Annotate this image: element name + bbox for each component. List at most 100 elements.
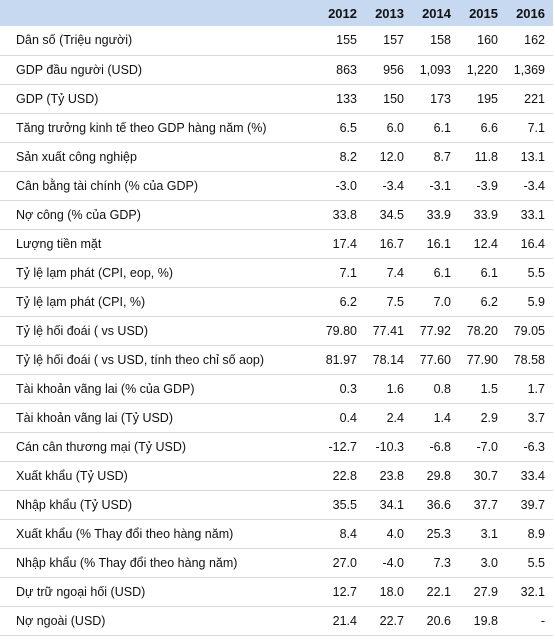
year-header: 2014	[422, 5, 451, 21]
table-row: Tỷ lệ lạm phát (CPI, eop, %) 7.1 7.4 6.1 6.1…	[0, 258, 553, 288]
row-label: GDP đầu người (USD)	[0, 55, 318, 85]
row-label: Tài khoản vãng lai (Tỷ USD)	[0, 403, 318, 433]
value-cell: 21.4	[318, 606, 365, 636]
value-cell: 22.7	[365, 606, 412, 636]
value-cell: 6.0	[365, 113, 412, 143]
value-cell: 157	[365, 26, 412, 56]
value-cell: 3.1	[459, 519, 506, 549]
value-cell: 863	[318, 55, 365, 85]
value-cell: 77.92	[412, 316, 459, 346]
value-cell: 13.1	[506, 142, 553, 172]
table-row: Sản xuất công nghiệp 8.2 12.0 8.7 11.8 13.1	[0, 142, 553, 172]
table-header: 2012 2013 2014 2015 2016	[0, 0, 553, 26]
value-cell: 12.0	[365, 142, 412, 172]
value-cell: 19.8	[459, 606, 506, 636]
value-cell: 77.41	[365, 316, 412, 346]
value-cell: -12.7	[318, 432, 365, 462]
row-label: Nợ ngoài (USD)	[0, 606, 318, 636]
value-cell: 36.6	[412, 490, 459, 520]
value-cell: 173	[412, 84, 459, 114]
value-cell: 16.4	[506, 229, 553, 259]
value-cell: 150	[365, 84, 412, 114]
value-cell: 12.4	[459, 229, 506, 259]
value-cell: 34.5	[365, 200, 412, 230]
value-cell: -6.8	[412, 432, 459, 462]
value-cell: 3.7	[506, 403, 553, 433]
header-blank-cell	[0, 0, 318, 26]
value-cell: 33.4	[506, 461, 553, 491]
value-cell: 33.1	[506, 200, 553, 230]
table-row: Nhập khẩu (% Thay đổi theo hàng năm) 27.0…	[0, 548, 553, 578]
table-body: Dân số (Triệu người) 155 157 158 160 162 GDP đ…	[0, 26, 553, 636]
value-cell: 6.2	[459, 287, 506, 317]
value-cell: 162	[506, 26, 553, 56]
value-cell: 81.97	[318, 345, 365, 375]
year-header: 2012	[328, 5, 357, 21]
value-cell: 18.0	[365, 577, 412, 607]
value-cell: -6.3	[506, 432, 553, 462]
value-cell: 8.4	[318, 519, 365, 549]
value-cell: 79.80	[318, 316, 365, 346]
value-cell: 16.7	[365, 229, 412, 259]
value-cell: 77.60	[412, 345, 459, 375]
value-cell: -7.0	[459, 432, 506, 462]
value-cell: 78.14	[365, 345, 412, 375]
value-cell: 78.20	[459, 316, 506, 346]
row-label: Tỷ lệ hối đoái ( vs USD)	[0, 316, 318, 346]
value-cell: 1.7	[506, 374, 553, 404]
value-cell: 4.0	[365, 519, 412, 549]
value-cell: 35.5	[318, 490, 365, 520]
value-cell: 6.1	[412, 113, 459, 143]
table-row: Lượng tiền mặt 17.4 16.7 16.1 12.4 16.4	[0, 229, 553, 259]
value-cell: 17.4	[318, 229, 365, 259]
value-cell: -3.9	[459, 171, 506, 201]
value-cell: 77.90	[459, 345, 506, 375]
row-label: Lượng tiền mặt	[0, 229, 318, 259]
value-cell: 155	[318, 26, 365, 56]
value-cell: 5.9	[506, 287, 553, 317]
value-cell: -	[506, 606, 553, 636]
value-cell: 195	[459, 84, 506, 114]
row-label: Tỷ lệ hối đoái ( vs USD, tính theo chỉ s…	[0, 345, 318, 375]
value-cell: 0.4	[318, 403, 365, 433]
row-label: Cán cân thương mại (Tỷ USD)	[0, 432, 318, 462]
value-cell: 6.5	[318, 113, 365, 143]
value-cell: 7.0	[412, 287, 459, 317]
value-cell: 1.4	[412, 403, 459, 433]
value-cell: 8.2	[318, 142, 365, 172]
value-cell: 33.9	[412, 200, 459, 230]
value-cell: 30.7	[459, 461, 506, 491]
row-label: Xuất khẩu (% Thay đổi theo hàng năm)	[0, 519, 318, 549]
value-cell: 29.8	[412, 461, 459, 491]
value-cell: 22.8	[318, 461, 365, 491]
value-cell: 1.5	[459, 374, 506, 404]
value-cell: 956	[365, 55, 412, 85]
table-row: Tài khoản vãng lai (% của GDP) 0.3 1.6 0.8 1…	[0, 374, 553, 404]
value-cell: 5.5	[506, 258, 553, 288]
value-cell: 3.0	[459, 548, 506, 578]
value-cell: -3.0	[318, 171, 365, 201]
row-label: Tăng trưởng kinh tế theo GDP hàng năm (%…	[0, 113, 318, 143]
table-row: Nhập khẩu (Tỷ USD) 35.5 34.1 36.6 37.7 39.7	[0, 490, 553, 520]
value-cell: 37.7	[459, 490, 506, 520]
value-cell: 1,369	[506, 55, 553, 85]
table-row: Xuất khẩu (% Thay đổi theo hàng năm) 8.4 4…	[0, 519, 553, 549]
value-cell: 1.6	[365, 374, 412, 404]
value-cell: -4.0	[365, 548, 412, 578]
table-row: Nợ công (% của GDP) 33.8 34.5 33.9 33.9 33.1	[0, 200, 553, 230]
value-cell: 6.2	[318, 287, 365, 317]
value-cell: 23.8	[365, 461, 412, 491]
value-cell: 2.4	[365, 403, 412, 433]
table-row: Tỷ lệ hối đoái ( vs USD, tính theo chỉ s…	[0, 345, 553, 375]
table-row: Tỷ lệ hối đoái ( vs USD) 79.80 77.41 77.92 7…	[0, 316, 553, 346]
row-label: GDP (Tỷ USD)	[0, 84, 318, 114]
value-cell: 27.9	[459, 577, 506, 607]
row-label: Tỷ lệ lạm phát (CPI, %)	[0, 287, 318, 317]
value-cell: 7.1	[506, 113, 553, 143]
value-cell: 133	[318, 84, 365, 114]
value-cell: 16.1	[412, 229, 459, 259]
value-cell: 32.1	[506, 577, 553, 607]
value-cell: 6.6	[459, 113, 506, 143]
table-row: Xuất khẩu (Tỷ USD) 22.8 23.8 29.8 30.7 33.4	[0, 461, 553, 491]
row-label: Nợ công (% của GDP)	[0, 200, 318, 230]
